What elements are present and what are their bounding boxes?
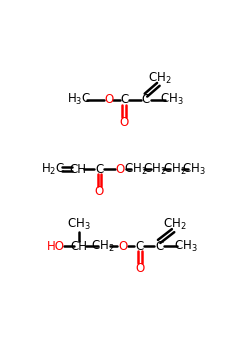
Text: C: C [136, 239, 144, 253]
Text: CH$_2$: CH$_2$ [124, 161, 148, 177]
Text: CH$_2$: CH$_2$ [91, 238, 114, 254]
Text: CH$_2$: CH$_2$ [144, 161, 167, 177]
Text: CH$_3$: CH$_3$ [68, 217, 91, 232]
Text: CH$_2$: CH$_2$ [163, 217, 186, 232]
Text: C: C [95, 162, 104, 176]
Text: CH: CH [71, 239, 88, 253]
Text: C: C [120, 93, 128, 106]
Text: H$_2$C: H$_2$C [41, 161, 65, 177]
Text: CH$_3$: CH$_3$ [174, 238, 198, 254]
Text: O: O [104, 93, 114, 106]
Text: O: O [118, 239, 127, 253]
Text: H$_3$C: H$_3$C [67, 92, 91, 107]
Text: O: O [135, 262, 144, 275]
Text: CH$_2$: CH$_2$ [163, 161, 186, 177]
Text: HO: HO [47, 239, 65, 253]
Text: C: C [155, 239, 163, 253]
Text: CH$_3$: CH$_3$ [160, 92, 184, 107]
Text: CH: CH [69, 162, 86, 176]
Text: O: O [116, 162, 125, 176]
Text: CH$_3$: CH$_3$ [182, 161, 206, 177]
Text: O: O [120, 116, 129, 128]
Text: CH$_2$: CH$_2$ [148, 71, 172, 86]
Text: O: O [95, 185, 104, 198]
Text: C: C [142, 93, 150, 106]
